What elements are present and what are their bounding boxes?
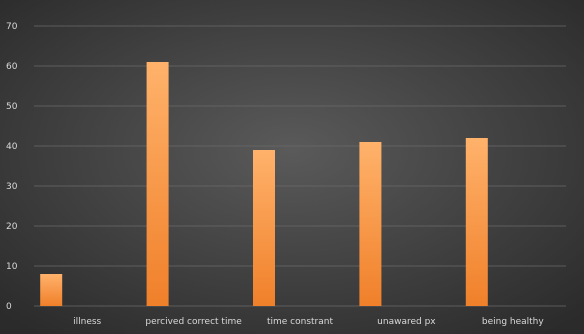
bar-time-constrant — [253, 150, 275, 306]
y-tick-label: 40 — [6, 142, 18, 152]
x-category-label: percived correct time — [145, 317, 242, 327]
y-tick-label: 0 — [6, 302, 12, 312]
y-tick-label: 30 — [6, 182, 18, 192]
bar-percived-correct-time — [146, 62, 169, 306]
x-category-label: illness — [73, 317, 101, 327]
y-tick-label: 10 — [6, 262, 18, 272]
bar-unawared-px — [359, 142, 382, 306]
bar-illness — [40, 274, 63, 306]
x-category-label: time constrant — [267, 317, 333, 327]
x-axis-category-labels: illness percived correct time time constra… — [73, 317, 544, 327]
bars — [40, 62, 488, 306]
x-category-label: being healthy — [482, 317, 545, 327]
y-tick-label: 50 — [6, 102, 18, 112]
y-tick-label: 60 — [6, 62, 18, 72]
gridlines — [34, 25, 566, 307]
x-category-label: unawared px — [377, 317, 436, 327]
bar-being-healthy — [465, 138, 488, 306]
y-tick-label: 20 — [6, 222, 18, 232]
y-tick-label: 70 — [6, 22, 18, 32]
y-axis-tick-labels: 0 10 20 30 40 50 60 70 — [6, 22, 18, 312]
